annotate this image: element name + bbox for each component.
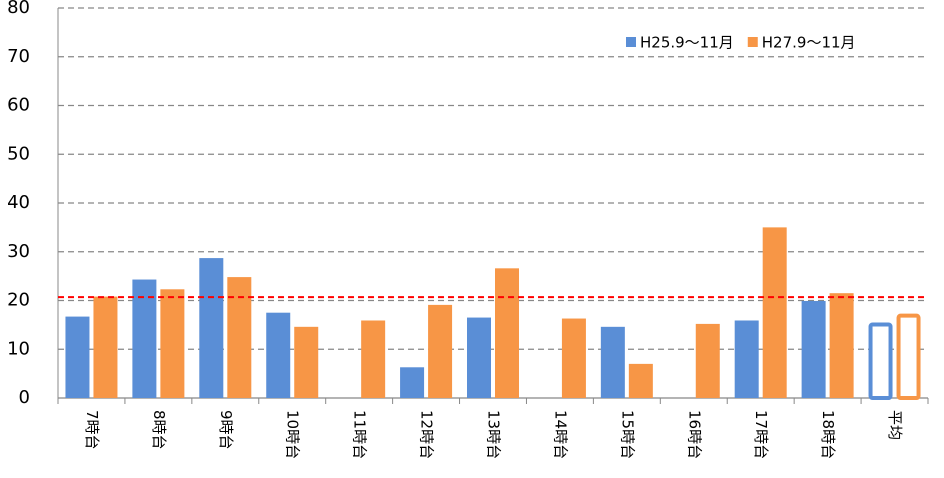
y-tick-label: 30 <box>7 241 30 262</box>
x-tick-label: 16時台 <box>685 410 703 459</box>
y-tick-label: 70 <box>7 46 30 67</box>
bar <box>361 320 386 398</box>
bar <box>266 312 291 398</box>
x-tick-label: 17時台 <box>752 410 770 459</box>
bar <box>467 317 491 398</box>
x-tick-label: 8時台 <box>150 410 168 450</box>
bar <box>227 277 252 398</box>
bar <box>868 322 893 400</box>
x-tick-label: 13時台 <box>485 410 503 459</box>
y-tick-label: 40 <box>7 192 30 213</box>
bar <box>734 320 759 398</box>
bar <box>801 300 826 398</box>
x-tick-label: 12時台 <box>418 410 436 459</box>
bar <box>65 316 90 398</box>
y-tick-label: 20 <box>7 290 30 311</box>
bar <box>561 318 586 398</box>
bar <box>896 313 921 401</box>
bar <box>294 326 319 398</box>
bar <box>829 293 854 398</box>
y-tick-label: 80 <box>7 0 30 18</box>
bar <box>400 367 425 398</box>
x-tick-label: 9時台 <box>217 410 235 450</box>
y-tick-label: 50 <box>7 143 30 164</box>
legend-label: H25.9～11月 <box>640 34 734 52</box>
bar <box>93 296 118 398</box>
bar <box>600 326 625 398</box>
legend-swatch <box>747 37 758 47</box>
y-tick-label: 60 <box>7 95 30 116</box>
x-tick-label: 10時台 <box>284 410 302 459</box>
y-tick-label: 0 <box>19 387 30 408</box>
bar <box>428 304 453 398</box>
bar <box>762 227 787 398</box>
bar <box>132 279 157 398</box>
bar <box>495 268 519 398</box>
x-tick-label: 11時台 <box>351 410 369 459</box>
x-tick-label: 14時台 <box>551 410 569 459</box>
x-tick-label: 7時台 <box>83 410 101 450</box>
bar <box>628 363 653 398</box>
bar <box>199 258 224 398</box>
legend-label: H27.9～11月 <box>762 34 856 52</box>
x-tick-label: 平均 <box>886 410 904 440</box>
legend-swatch <box>626 37 636 47</box>
bar <box>160 289 185 398</box>
y-tick-label: 10 <box>7 338 30 359</box>
x-tick-label: 15時台 <box>618 410 636 459</box>
x-tick-label: 18時台 <box>819 410 837 459</box>
bar <box>695 323 720 398</box>
